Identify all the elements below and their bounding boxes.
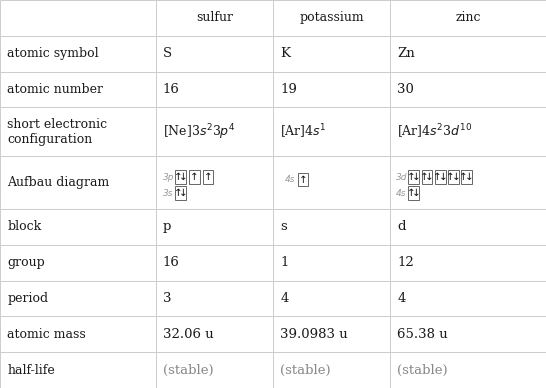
FancyBboxPatch shape	[203, 170, 213, 184]
Text: (stable): (stable)	[397, 364, 448, 377]
Text: ↓: ↓	[179, 172, 188, 182]
Text: [Ne]3$s^2$3$p^4$: [Ne]3$s^2$3$p^4$	[163, 122, 235, 142]
Text: ↓: ↓	[179, 188, 188, 198]
Text: ↓: ↓	[412, 188, 421, 198]
Text: ↓: ↓	[452, 172, 460, 182]
Text: atomic number: atomic number	[7, 83, 103, 96]
Text: ↓: ↓	[438, 172, 447, 182]
Text: half-life: half-life	[7, 364, 55, 377]
FancyBboxPatch shape	[408, 186, 419, 200]
Text: [Ar]4$s^1$: [Ar]4$s^1$	[280, 123, 327, 141]
Text: ↑: ↑	[190, 172, 199, 182]
Text: period: period	[7, 292, 48, 305]
FancyBboxPatch shape	[298, 173, 308, 186]
Text: 3s: 3s	[163, 189, 173, 198]
Text: ↑: ↑	[407, 172, 416, 182]
FancyBboxPatch shape	[175, 186, 186, 200]
Text: 4: 4	[280, 292, 288, 305]
Text: K: K	[280, 47, 290, 60]
Text: ↓: ↓	[465, 172, 473, 182]
Text: ↑: ↑	[174, 172, 182, 182]
Text: group: group	[7, 256, 45, 269]
Text: 4s: 4s	[396, 189, 406, 198]
FancyBboxPatch shape	[461, 170, 472, 184]
Text: block: block	[7, 220, 41, 234]
Text: 19: 19	[280, 83, 297, 96]
FancyBboxPatch shape	[408, 170, 419, 184]
FancyBboxPatch shape	[435, 170, 446, 184]
Text: 16: 16	[163, 83, 180, 96]
Text: ↑: ↑	[174, 188, 182, 198]
Text: ↑: ↑	[433, 172, 442, 182]
Text: 3: 3	[163, 292, 171, 305]
Text: 39.0983 u: 39.0983 u	[280, 328, 348, 341]
Text: (stable): (stable)	[280, 364, 331, 377]
Text: ↑: ↑	[299, 175, 307, 185]
Text: (stable): (stable)	[163, 364, 213, 377]
Text: ↓: ↓	[425, 172, 434, 182]
FancyBboxPatch shape	[175, 170, 186, 184]
Text: 4s: 4s	[285, 175, 295, 184]
Text: [Ar]4$s^2$3$d^{10}$: [Ar]4$s^2$3$d^{10}$	[397, 123, 473, 141]
Text: 1: 1	[280, 256, 288, 269]
Text: 3p: 3p	[163, 173, 174, 182]
Text: ↑: ↑	[204, 172, 212, 182]
Text: 12: 12	[397, 256, 414, 269]
Text: s: s	[280, 220, 287, 234]
Text: Zn: Zn	[397, 47, 416, 60]
Text: ↑: ↑	[459, 172, 468, 182]
Text: d: d	[397, 220, 406, 234]
Text: zinc: zinc	[455, 11, 481, 24]
Text: Aufbau diagram: Aufbau diagram	[7, 176, 109, 189]
Text: 65.38 u: 65.38 u	[397, 328, 448, 341]
Text: 3d: 3d	[396, 173, 407, 182]
FancyBboxPatch shape	[448, 170, 459, 184]
Text: S: S	[163, 47, 172, 60]
Text: 30: 30	[397, 83, 414, 96]
Text: atomic mass: atomic mass	[7, 328, 86, 341]
Text: 16: 16	[163, 256, 180, 269]
FancyBboxPatch shape	[422, 170, 432, 184]
Text: short electronic
configuration: short electronic configuration	[7, 118, 107, 146]
Text: 32.06 u: 32.06 u	[163, 328, 213, 341]
Text: ↑: ↑	[420, 172, 429, 182]
Text: potassium: potassium	[299, 11, 364, 24]
Text: ↓: ↓	[412, 172, 421, 182]
Text: ↑: ↑	[446, 172, 455, 182]
Text: atomic symbol: atomic symbol	[7, 47, 99, 60]
FancyBboxPatch shape	[189, 170, 200, 184]
Text: p: p	[163, 220, 171, 234]
Text: ↑: ↑	[407, 188, 416, 198]
Text: sulfur: sulfur	[196, 11, 233, 24]
Text: 4: 4	[397, 292, 406, 305]
